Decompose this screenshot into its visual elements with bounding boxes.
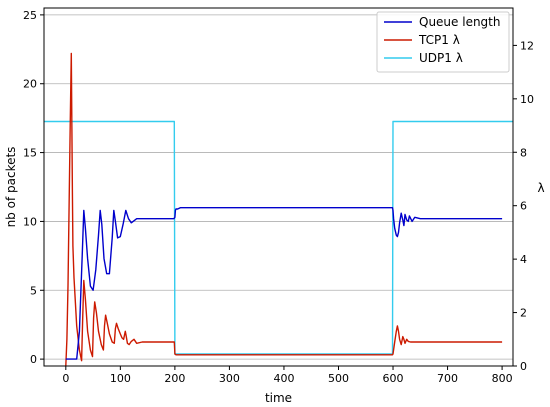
y2-tick-label: 4 xyxy=(520,253,527,266)
y-tick-label: 20 xyxy=(23,78,37,91)
legend-label: TCP1 λ xyxy=(418,33,460,47)
plot-area xyxy=(44,52,513,366)
series-line-udp1 xyxy=(44,120,513,355)
x-tick-label: 800 xyxy=(492,372,513,385)
legend: Queue length TCP1 λ UDP1 λ xyxy=(376,11,510,73)
legend-box xyxy=(376,11,510,73)
x-tick-label: 600 xyxy=(383,372,404,385)
series-line-queue xyxy=(65,206,503,360)
gridlines xyxy=(44,14,513,360)
y2-tick-label: 2 xyxy=(520,307,527,320)
y2-tick-label: 12 xyxy=(520,39,534,52)
x-axis-label: time xyxy=(265,391,292,405)
x-axis: 0 100 200 300 400 500 600 700 800 xyxy=(62,366,513,385)
y-tick-label: 0 xyxy=(30,353,37,366)
y-tick-label: 10 xyxy=(23,215,37,228)
y-axis-label: nb of packets xyxy=(4,147,18,228)
y-tick-label: 5 xyxy=(30,284,37,297)
y2-tick-label: 10 xyxy=(520,93,534,106)
x-tick-label: 400 xyxy=(273,372,294,385)
series-line-tcp1 xyxy=(65,52,503,366)
x-tick-label: 100 xyxy=(110,372,131,385)
legend-label: UDP1 λ xyxy=(419,51,463,65)
plot-frame xyxy=(43,7,514,367)
x-tick-label: 200 xyxy=(164,372,185,385)
y-axis-left: 0 5 10 15 20 25 xyxy=(23,9,44,366)
y-tick-label: 15 xyxy=(23,147,37,160)
y-tick-label: 25 xyxy=(23,9,37,22)
y2-tick-label: 8 xyxy=(520,146,527,159)
y2-axis-label: λ xyxy=(537,181,544,195)
y2-tick-label: 6 xyxy=(520,200,527,213)
x-tick-label: 0 xyxy=(62,372,69,385)
x-tick-label: 500 xyxy=(328,372,349,385)
y-axis-right: 0 2 4 6 8 10 12 xyxy=(513,39,534,373)
x-tick-label: 300 xyxy=(219,372,240,385)
y2-tick-label: 0 xyxy=(520,360,527,373)
x-tick-label: 700 xyxy=(437,372,458,385)
legend-label: Queue length xyxy=(419,15,501,29)
